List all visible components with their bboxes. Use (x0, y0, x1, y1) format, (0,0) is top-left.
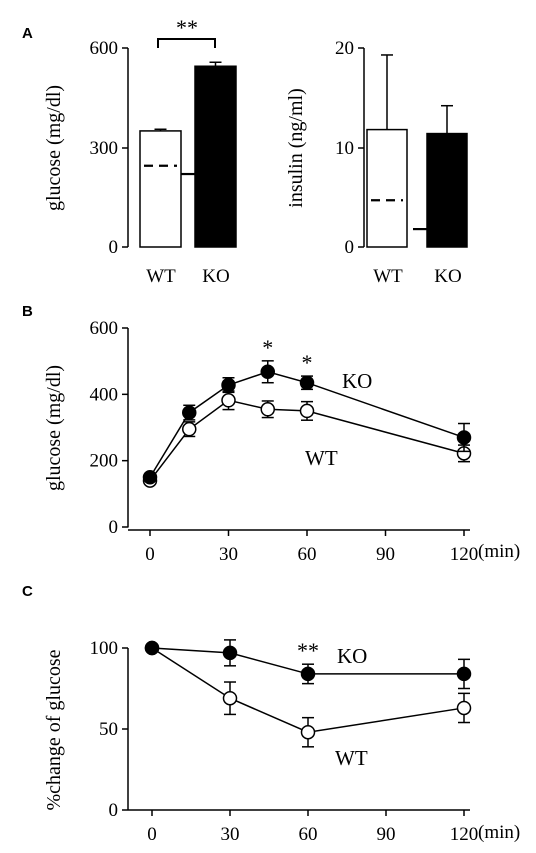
a-glucose-ylabel: glucose (mg/dl) (43, 85, 65, 211)
data-point-wt (299, 403, 315, 419)
significance-stars: ** (176, 15, 198, 40)
significance-star: * (262, 335, 273, 360)
series-line-ko (151, 647, 464, 675)
a-insulin-ytick-label: 0 (345, 237, 355, 258)
data-point-wt (182, 421, 197, 437)
a-glucose-bars (139, 61, 237, 248)
b-axes: 0 200 400 600 0 30 60 90 120 (90, 318, 479, 565)
b-xunit: (min) (478, 541, 520, 562)
b-plot: ** (142, 335, 472, 488)
data-point-ko (260, 364, 275, 380)
panel-letter-a: A (22, 25, 33, 42)
y-tick-label: 0 (109, 517, 119, 538)
a-glucose-ytick-label: 0 (109, 237, 119, 258)
a-insulin-bars (366, 54, 468, 248)
x-tick-label: 0 (147, 824, 157, 845)
c-plot: ** (144, 638, 472, 748)
significance-star: ** (297, 638, 319, 663)
y-tick-label: 200 (90, 451, 119, 472)
x-tick-label: 60 (299, 824, 318, 845)
a-insulin-xlabel-ko: KO (434, 266, 461, 287)
data-point-ko (456, 430, 472, 445)
c-series-label-wt: WT (335, 746, 368, 770)
a-glucose-xlabel-ko: KO (202, 266, 229, 287)
y-tick-label: 50 (99, 719, 118, 740)
a-glucose-ytick-label: 600 (90, 38, 119, 59)
chart-c: %change of glucose 0 50 100 0 30 60 90 120 ** (… (43, 638, 520, 845)
data-point-ko (221, 377, 236, 393)
y-tick-label: 400 (90, 384, 119, 405)
data-point-wt (221, 393, 236, 408)
bar-ko (194, 65, 237, 248)
x-tick-label: 90 (377, 824, 396, 845)
a-glucose-ytick-label: 300 (90, 138, 119, 159)
significance-star: * (302, 350, 313, 375)
a-insulin-ytick-label: 20 (335, 38, 354, 59)
x-tick-label: 0 (145, 544, 155, 565)
c-axes: 0 50 100 0 30 60 90 120 (90, 638, 479, 845)
c-ylabel: %change of glucose (43, 649, 65, 810)
panel-letter-c: C (22, 583, 33, 600)
a-insulin-ylabel: insulin (ng/ml) (285, 88, 307, 207)
bar-wt (139, 130, 182, 248)
b-series-label-wt: WT (305, 446, 338, 470)
data-point-wt (260, 402, 275, 417)
significance-bracket (157, 38, 216, 48)
c-xunit: (min) (478, 822, 520, 843)
chart-a-glucose: glucose (mg/dl) 600 300 0 WT KO ** (43, 15, 237, 287)
y-tick-label: 600 (90, 318, 119, 339)
a-insulin-xlabel-wt: WT (373, 266, 403, 287)
x-tick-label: 120 (450, 544, 479, 565)
data-point-ko (299, 375, 315, 390)
data-point-wt (456, 700, 472, 716)
x-tick-label: 120 (450, 824, 479, 845)
x-tick-label: 30 (221, 824, 240, 845)
x-tick-label: 30 (219, 544, 238, 565)
y-tick-label: 100 (90, 638, 119, 659)
series-line-wt (149, 399, 465, 482)
x-tick-label: 90 (376, 544, 395, 565)
data-point-wt (300, 724, 316, 740)
x-tick-label: 60 (298, 544, 317, 565)
data-point-wt (222, 690, 238, 706)
series-line-ko (149, 370, 465, 478)
data-point-ko (300, 666, 316, 682)
bar-wt (366, 128, 408, 248)
b-ylabel: glucose (mg/dl) (43, 365, 65, 491)
c-series-label-ko: KO (337, 644, 367, 668)
a-insulin-ytick-label: 10 (335, 138, 354, 159)
data-point-ko (222, 645, 238, 661)
data-point-ko (144, 640, 160, 656)
b-series-label-ko: KO (342, 369, 372, 393)
y-tick-label: 0 (109, 800, 119, 821)
chart-a-insulin: insulin (ng/ml) 20 10 0 WT KO (285, 38, 468, 287)
panel-letter-b: B (22, 303, 33, 320)
data-point-ko (456, 666, 472, 682)
series-line-wt (151, 647, 465, 734)
data-point-ko (142, 470, 158, 485)
a-glucose-xlabel-wt: WT (146, 266, 176, 287)
data-point-ko (182, 405, 197, 420)
bar-ko (426, 132, 468, 248)
